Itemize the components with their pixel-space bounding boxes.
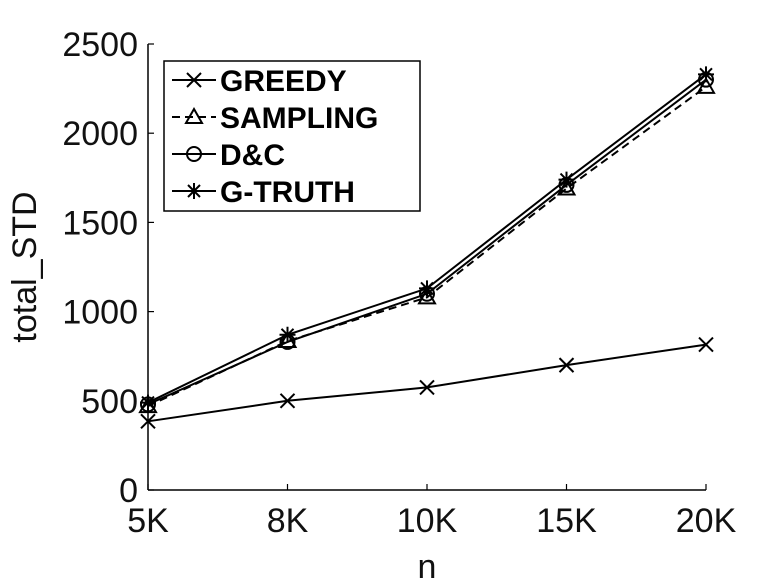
- y-tick-label: 2500: [62, 26, 138, 64]
- x-tick-label: 8K: [267, 502, 309, 540]
- x-tick-label: 20K: [676, 502, 737, 540]
- legend-marker-x: [186, 72, 202, 88]
- x-tick-label: 15K: [536, 502, 597, 540]
- data-point-star: [140, 394, 156, 411]
- y-tick-label: 1000: [62, 294, 138, 332]
- y-tick-label: 0: [119, 472, 138, 510]
- series-g-truth: [140, 66, 714, 411]
- series-line: [147, 86, 707, 408]
- y-tick-label: 1500: [62, 204, 138, 242]
- data-point-x: [279, 393, 296, 409]
- legend-marker-circle: [186, 146, 202, 162]
- data-point-x: [698, 336, 714, 353]
- legend-label: SAMPLING: [220, 102, 378, 135]
- y-tick-label: 2000: [62, 115, 138, 153]
- legend-marker-star: [186, 183, 202, 199]
- data-point-star: [279, 326, 296, 343]
- x-axis-label: n: [418, 548, 437, 584]
- series-line: [147, 343, 707, 423]
- legend-label: D&C: [220, 139, 285, 172]
- tick-labels: 0 500 1000 1500 2000 2500 5K 8K 10K 15K 20K: [62, 26, 736, 540]
- series-greedy: [140, 336, 714, 430]
- x-tick-label: 10K: [397, 502, 458, 540]
- legend-label: G-TRUTH: [220, 176, 355, 209]
- legend-item: G-TRUTH: [172, 176, 355, 209]
- y-axis-label: total_STD: [6, 191, 44, 342]
- data-point-x: [419, 379, 435, 396]
- data-point-star: [419, 280, 435, 297]
- legend-marker-triangle: [184, 106, 204, 124]
- legend-item: GREEDY: [172, 65, 347, 98]
- data-point-star: [558, 171, 575, 188]
- x-tick-label: 5K: [127, 502, 169, 540]
- data-point-x: [558, 357, 575, 373]
- series-layer: [138, 66, 716, 430]
- data-point-star: [698, 66, 714, 83]
- data-point-triangle: [417, 287, 437, 305]
- axes: [147, 43, 707, 491]
- legend-label: GREEDY: [220, 65, 347, 98]
- y-tick-label: 500: [81, 383, 138, 421]
- legend: GREEDY SAMPLING D&C G-TRUTH: [163, 60, 421, 212]
- legend-item: D&C: [172, 139, 285, 172]
- legend-box: [163, 60, 421, 212]
- data-point-x: [140, 413, 156, 430]
- legend-item: SAMPLING: [172, 102, 378, 135]
